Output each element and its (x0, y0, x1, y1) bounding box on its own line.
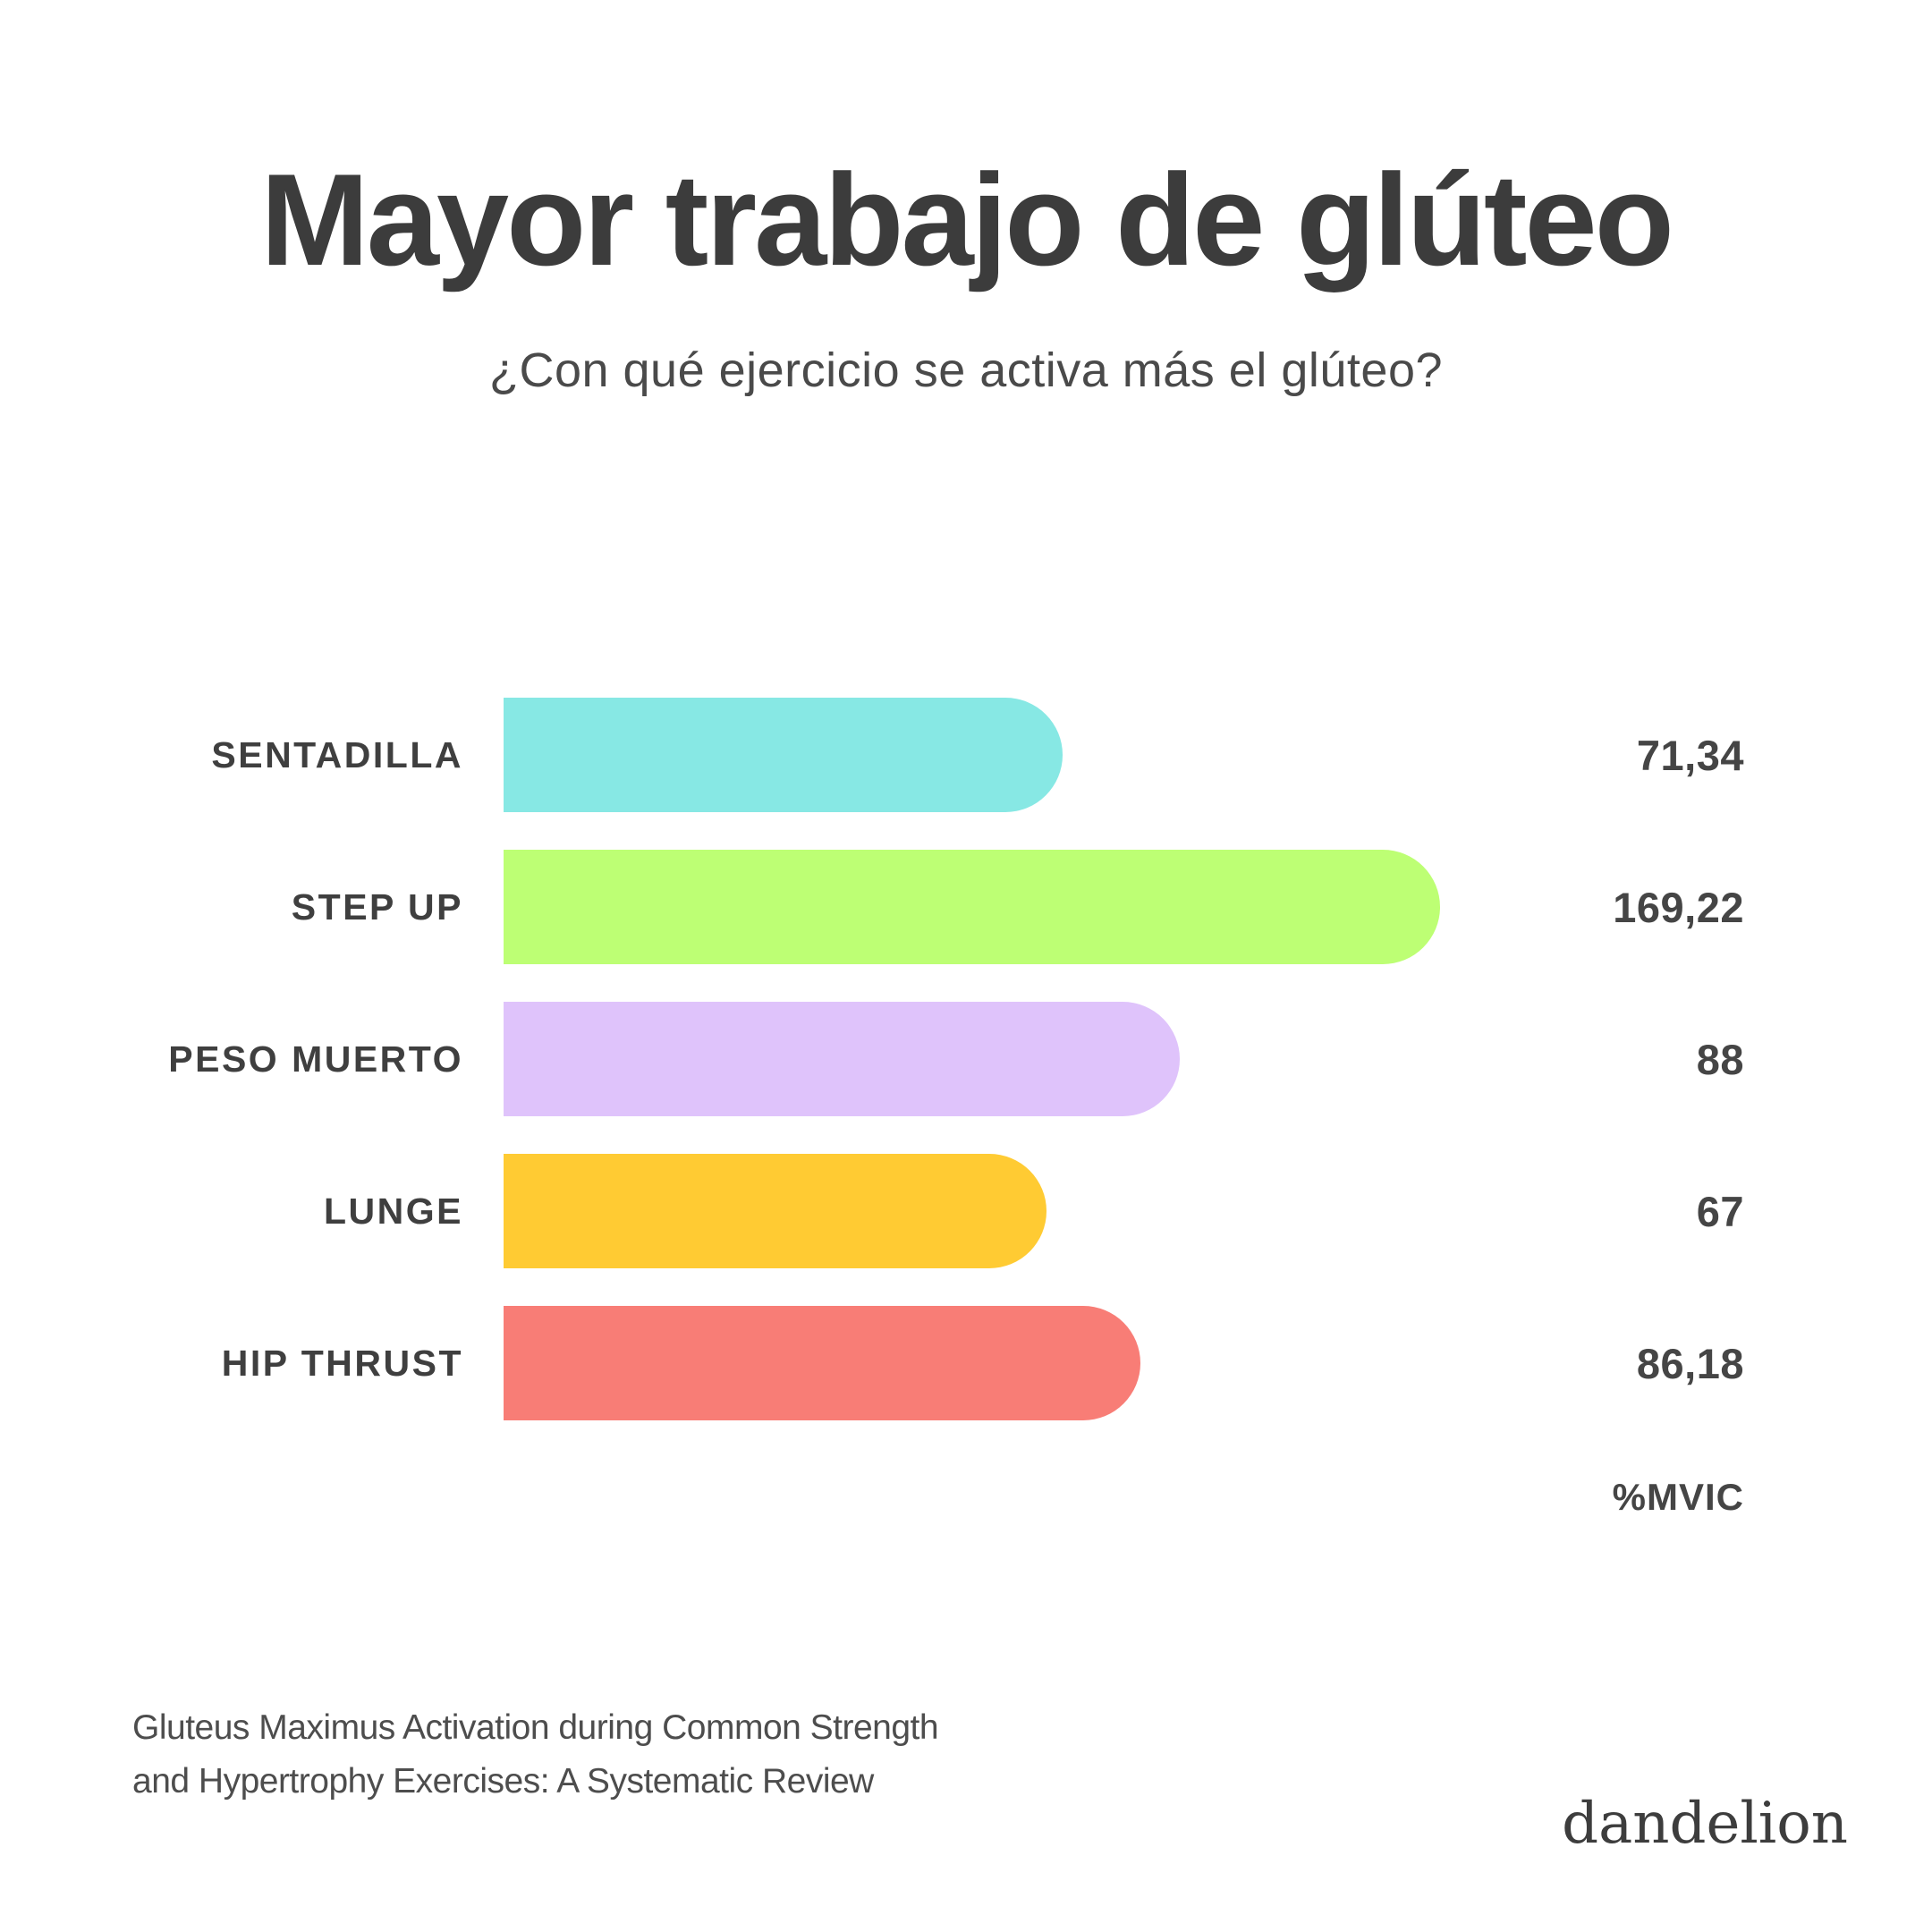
bar-category-label: PESO MUERTO (168, 1038, 463, 1080)
bar-track (504, 1306, 1440, 1421)
bar (504, 850, 1440, 965)
bar-row: SENTADILLA 71,34 (0, 698, 1932, 813)
bar (504, 698, 1063, 813)
bar-value: 67 (1696, 1187, 1744, 1235)
bar-row: STEP UP 169,22 (0, 850, 1932, 965)
bar-row: HIP THRUST 86,18 (0, 1306, 1932, 1421)
source-line-2: and Hypertrophy Exercises: A Systematic … (132, 1762, 874, 1801)
bar (504, 1154, 1047, 1269)
unit-label: %MVIC (1612, 1476, 1744, 1519)
bar-category-label: SENTADILLA (211, 733, 463, 775)
bar-value: 88 (1696, 1035, 1744, 1083)
bar-category-label: STEP UP (291, 886, 463, 928)
bar-track (504, 850, 1440, 965)
bar-track (504, 1002, 1440, 1117)
bar-value: 86,18 (1636, 1339, 1744, 1387)
bar-track (504, 698, 1440, 813)
bar-track (504, 1154, 1440, 1269)
bar-value: 169,22 (1613, 883, 1744, 931)
bar-category-label: HIP THRUST (221, 1342, 463, 1384)
bar-category-label: LUNGE (324, 1190, 463, 1232)
bar (504, 1306, 1140, 1421)
bar (504, 1002, 1180, 1117)
brand-logo: dandelion (1562, 1791, 1848, 1857)
bar-row: PESO MUERTO 88 (0, 1002, 1932, 1117)
bar-row: LUNGE 67 (0, 1154, 1932, 1269)
page-subtitle: ¿Con qué ejercicio se activa más el glút… (488, 343, 1444, 398)
page-title: Mayor trabajo de glúteo (260, 147, 1674, 292)
source-line-1: Gluteus Maximus Activation during Common… (132, 1708, 939, 1747)
source-citation: Gluteus Maximus Activation during Common… (132, 1701, 939, 1809)
unit-row: %MVIC (0, 1476, 1932, 1519)
bar-value: 71,34 (1636, 731, 1744, 779)
bar-chart: SENTADILLA 71,34 STEP UP 169,22 PESO MUERTO 8… (0, 698, 1932, 1421)
